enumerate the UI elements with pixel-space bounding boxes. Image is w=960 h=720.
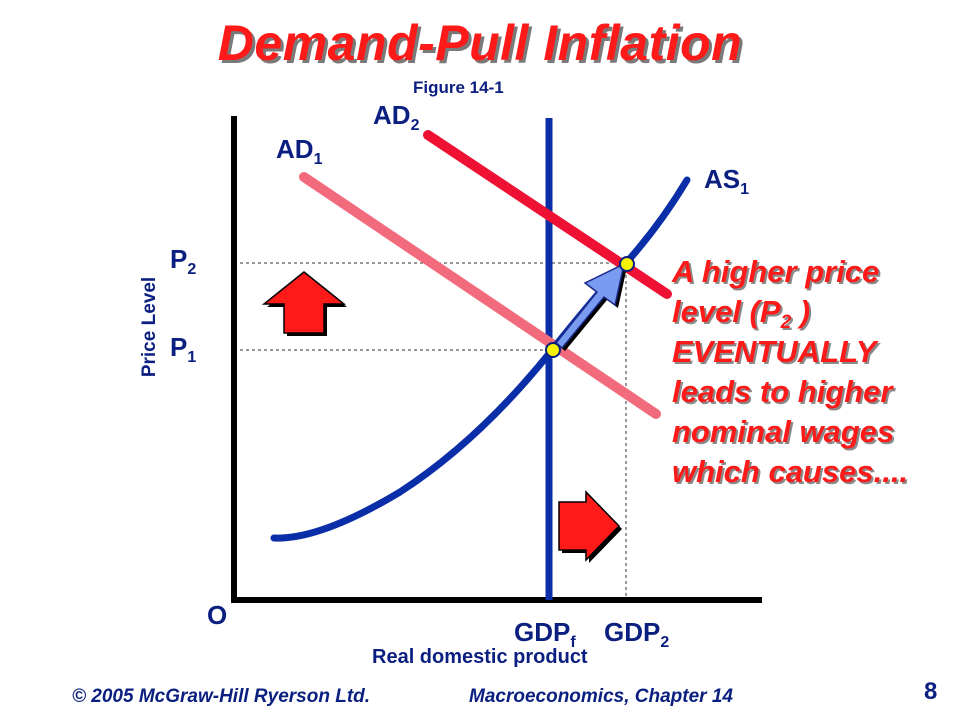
gdp2-label: GDP2 xyxy=(604,617,670,651)
explanation-text: A higher price level (P2 ) EVENTUALLY le… xyxy=(672,252,958,492)
explanation-line-3: EVENTUALLY xyxy=(672,334,877,369)
x-axis-title: Real domestic product xyxy=(372,646,588,668)
right-arrow-icon xyxy=(558,490,622,563)
explanation-line-5: nominal wages xyxy=(672,414,895,449)
y-axis-title: Price Level xyxy=(139,276,160,378)
slide-title: Demand-Pull Inflation xyxy=(217,15,743,71)
movement-arrow-group xyxy=(554,262,627,351)
explanation-line-4: leads to higher xyxy=(672,374,893,409)
p2-label: P2 xyxy=(170,244,197,278)
ad2-label: AD2 xyxy=(373,100,420,134)
page-number: 8 xyxy=(924,678,938,705)
p1-label: P1 xyxy=(170,332,197,366)
figure-label: Figure 14-1 xyxy=(413,78,504,97)
ad1-label: AD1 xyxy=(276,134,323,168)
explanation-line-2: level (P2 ) xyxy=(672,294,811,333)
as1-curve xyxy=(270,176,691,542)
origin-label: O xyxy=(207,600,228,630)
equilibrium-point-1 xyxy=(545,342,561,358)
as1-label: AS1 xyxy=(704,164,750,198)
up-arrow-icon xyxy=(261,271,347,336)
explanation-line-6: which causes.... xyxy=(672,454,909,489)
gdpf-label: GDPf xyxy=(514,617,576,651)
footer-course: Macroeconomics, Chapter 14 xyxy=(469,686,733,707)
ad1-curve xyxy=(299,172,661,419)
explanation-line-1: A higher price xyxy=(672,254,880,289)
equilibrium-point-2 xyxy=(619,256,635,272)
footer-copyright: © 2005 McGraw-Hill Ryerson Ltd. xyxy=(72,686,371,707)
